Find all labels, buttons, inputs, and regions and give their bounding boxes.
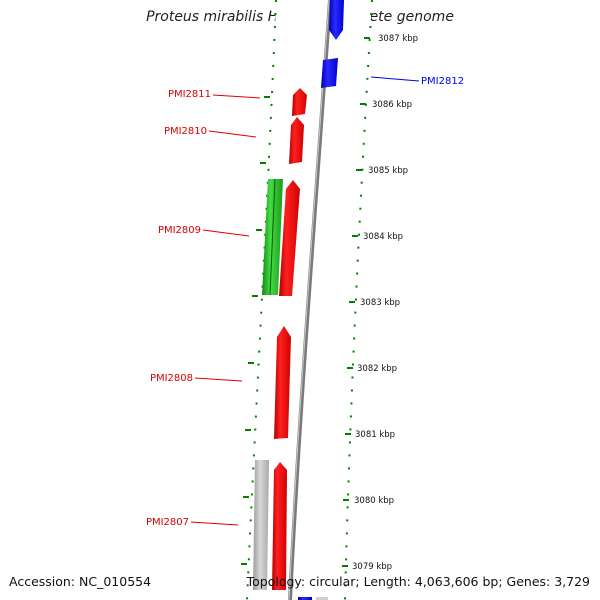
gene-fragment-bottom [298, 597, 312, 600]
scale-tick-4: 3083 kbp [349, 298, 400, 308]
scale-label-6: 3081 kbp [355, 430, 395, 440]
gene-label-PMI2809: PMI2809 [158, 225, 201, 236]
gene-PMI2807[interactable] [272, 462, 287, 590]
scale-tick-2: 3085 kbp [356, 166, 408, 176]
scale-tick-0: 3087 kbp [364, 34, 418, 44]
gene-label-PMI2811: PMI2811 [168, 89, 211, 100]
inner-track-ticks [241, 96, 270, 565]
scale-tick-1: 3086 kbp [360, 100, 412, 110]
genome-summary-text: Topology: circular; Length: 4,063,606 bp… [246, 574, 590, 589]
gene-label-PMI2808: PMI2808 [150, 373, 193, 384]
gene-label-PMI2810: PMI2810 [164, 126, 207, 137]
gene-PMI2809[interactable] [279, 180, 300, 296]
gene-PMI2808-leader [194, 377, 243, 382]
gene-PMI2812-leader [370, 76, 420, 82]
scale-label-7: 3080 kbp [354, 496, 394, 506]
gene-PMI2810[interactable] [289, 117, 304, 164]
inner-dotted-track [246, 0, 277, 600]
scale-tick-5: 3082 kbp [347, 364, 397, 374]
gene-PMI2808[interactable] [274, 326, 291, 439]
scale-tick-3: 3084 kbp [352, 232, 403, 242]
scale-label-1: 3086 kbp [372, 100, 412, 110]
gene-PMI2807-leader [190, 521, 239, 526]
accession-text: Accession: NC_010554 [9, 574, 152, 589]
feature-grey [253, 460, 269, 590]
outer-dotted-track [344, 0, 373, 600]
grey-fragment-bottom [316, 597, 328, 600]
scale-tick-8: 3079 kbp [342, 562, 392, 572]
feature-green [262, 178, 283, 296]
scale-label-4: 3083 kbp [360, 298, 400, 308]
gene-PMI2811-leader [212, 94, 261, 99]
gene-PMI2811[interactable] [292, 88, 307, 116]
scale-label-5: 3082 kbp [357, 364, 397, 374]
scale-label-3: 3084 kbp [363, 232, 403, 242]
scale-tick-7: 3080 kbp [343, 496, 394, 506]
gene-label-PMI2812: PMI2812 [421, 76, 464, 87]
gene-PMI2810-leader [208, 130, 257, 138]
gene-PMI2812[interactable] [321, 0, 344, 88]
gene-PMI2809-leader [202, 229, 250, 237]
scale-label-2: 3085 kbp [368, 166, 408, 176]
gene-label-PMI2807: PMI2807 [146, 517, 189, 528]
scale-tick-6: 3081 kbp [345, 430, 395, 440]
scale-label-8: 3079 kbp [352, 562, 392, 572]
scale-label-0: 3087 kbp [378, 34, 418, 44]
